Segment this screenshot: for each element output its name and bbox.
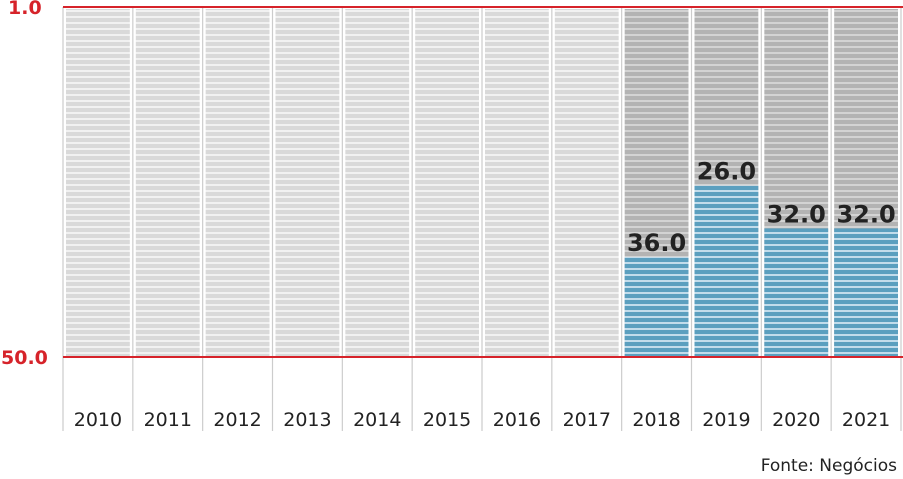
data-label-2018: 36.0 xyxy=(627,229,686,257)
empty-column xyxy=(135,9,200,357)
empty-column xyxy=(554,9,619,357)
x-tick-label-2018: 2018 xyxy=(632,409,680,431)
x-tick-label-2017: 2017 xyxy=(563,409,611,431)
empty-column xyxy=(275,9,340,357)
bar-2018 xyxy=(624,257,689,357)
empty-column xyxy=(205,9,270,357)
data-label-2020: 32.0 xyxy=(767,200,826,228)
x-tick-label-2020: 2020 xyxy=(772,409,820,431)
y-tick-label-top: 1.0 xyxy=(8,0,42,19)
column-separators xyxy=(62,7,902,431)
x-tick-label-2019: 2019 xyxy=(702,409,750,431)
bar-2019 xyxy=(694,185,759,357)
x-tick-label-2015: 2015 xyxy=(423,409,471,431)
y-tick-label-bottom: 50.0 xyxy=(1,347,48,369)
x-tick-label-2010: 2010 xyxy=(74,409,122,431)
x-axis-labels: 2010 2011 2012 2013 2014 2015 2016 2017 2018 2019… xyxy=(74,409,891,431)
x-tick-label-2011: 2011 xyxy=(144,409,192,431)
empty-column xyxy=(345,9,410,357)
columns-layer xyxy=(66,9,898,357)
empty-column xyxy=(415,9,479,357)
bar-2020 xyxy=(764,228,829,357)
bar-2021 xyxy=(834,228,898,357)
data-label-2021: 32.0 xyxy=(836,200,895,228)
x-tick-label-2016: 2016 xyxy=(493,409,541,431)
data-labels: 36.0 26.0 32.0 32.0 xyxy=(627,158,896,257)
source-note: Fonte: Negócios xyxy=(760,456,897,476)
data-label-2019: 26.0 xyxy=(697,158,756,186)
x-tick-label-2014: 2014 xyxy=(353,409,401,431)
empty-column xyxy=(485,9,549,357)
x-tick-label-2021: 2021 xyxy=(842,409,890,431)
x-tick-label-2012: 2012 xyxy=(213,409,261,431)
empty-column xyxy=(66,9,130,357)
x-tick-label-2013: 2013 xyxy=(283,409,331,431)
